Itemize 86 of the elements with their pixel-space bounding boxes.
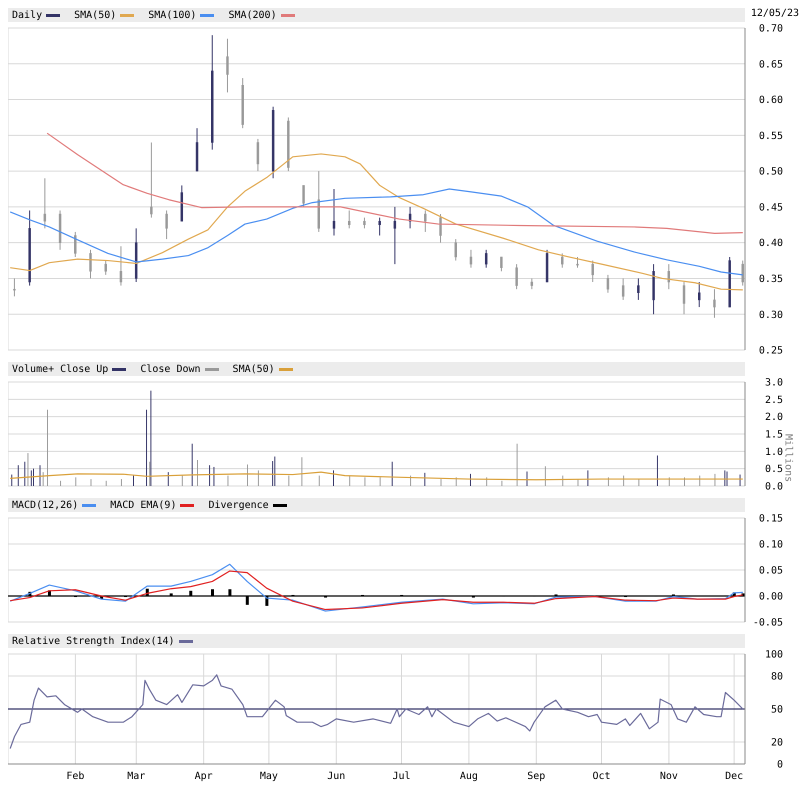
candlestick bbox=[515, 264, 518, 290]
candlestick bbox=[637, 278, 640, 300]
legend-label: SMA(50) bbox=[232, 364, 276, 374]
candlestick bbox=[668, 264, 670, 290]
y-tick-label: 50 bbox=[770, 704, 783, 716]
y-tick-label: 1.5 bbox=[764, 430, 783, 441]
candlestick bbox=[89, 249, 92, 279]
candlestick bbox=[256, 138, 260, 172]
candlestick bbox=[378, 217, 381, 236]
candlestick bbox=[408, 206, 412, 229]
y-tick-label: 0.0 bbox=[764, 482, 783, 493]
candlestick bbox=[363, 217, 366, 229]
legend-label: SMA(200) bbox=[228, 10, 278, 20]
candlestick bbox=[332, 188, 336, 236]
y-tick-label: 0.5 bbox=[764, 464, 783, 476]
y-tick-label: 0.05 bbox=[758, 566, 783, 577]
legend-label: Relative Strength Index(14) bbox=[12, 636, 176, 646]
candlestick bbox=[74, 231, 77, 258]
y-tick-label: 20 bbox=[770, 738, 783, 749]
y-tick-label: 2.0 bbox=[764, 412, 783, 424]
y-axis-title: Millions bbox=[782, 434, 794, 482]
candlestick bbox=[591, 260, 594, 283]
candlestick bbox=[470, 249, 472, 268]
candlestick bbox=[150, 142, 153, 218]
candlestick bbox=[13, 278, 16, 297]
candlestick bbox=[576, 256, 579, 268]
legend-label: MACD(12,26) bbox=[12, 500, 80, 510]
candlestick bbox=[698, 282, 700, 308]
candlestick bbox=[500, 256, 503, 272]
x-tick-label: Nov bbox=[660, 771, 678, 782]
x-tick-label: Oct bbox=[592, 771, 611, 782]
y-tick-label: 0 bbox=[776, 760, 783, 771]
y-tick-label: 80 bbox=[770, 672, 783, 683]
candlestick bbox=[424, 210, 427, 232]
y-tick-label: 2.5 bbox=[764, 394, 783, 406]
x-tick-label: Apr bbox=[194, 771, 213, 782]
legend-label: SMA(50) bbox=[74, 10, 118, 20]
y-tick-label: 3.0 bbox=[764, 378, 783, 389]
y-tick-label: 0.70 bbox=[758, 24, 783, 35]
y-tick-label: 0.00 bbox=[758, 592, 783, 603]
legend-label: Daily bbox=[12, 10, 44, 20]
candlestick bbox=[44, 178, 46, 229]
candlestick bbox=[561, 252, 564, 268]
candlestick bbox=[226, 38, 229, 93]
y-tick-label: -0.05 bbox=[752, 618, 783, 629]
x-tick-label: Dec bbox=[725, 771, 744, 782]
x-tick-label: Feb bbox=[66, 771, 84, 782]
y-tick-label: 0.35 bbox=[758, 274, 783, 285]
x-tick-label: Mar bbox=[127, 771, 146, 782]
candlestick bbox=[302, 184, 305, 208]
legend-label: MACD EMA(9) bbox=[110, 500, 178, 510]
legend-label: Volume+ Close Up bbox=[12, 364, 110, 374]
candlestick bbox=[454, 238, 457, 262]
candlestick bbox=[394, 206, 396, 265]
legend-label: SMA(100) bbox=[148, 10, 198, 20]
text: 12/05/23 bbox=[750, 8, 799, 19]
x-tick-label: Sep bbox=[527, 771, 546, 782]
y-tick-label: 100 bbox=[764, 650, 783, 661]
candlestick bbox=[348, 210, 350, 229]
candlestick bbox=[682, 282, 686, 315]
legend-label: Divergence bbox=[208, 500, 270, 510]
y-tick-label: 0.60 bbox=[758, 95, 783, 106]
x-tick-label: Jul bbox=[392, 771, 411, 782]
y-tick-label: 0.15 bbox=[758, 514, 783, 525]
candlestick bbox=[484, 249, 488, 268]
y-tick-label: 0.40 bbox=[758, 238, 783, 250]
x-tick-label: Aug bbox=[460, 771, 478, 782]
y-tick-label: 0.50 bbox=[758, 166, 783, 178]
candlestick bbox=[120, 246, 122, 286]
candlestick bbox=[606, 274, 610, 294]
y-tick-label: 0.30 bbox=[758, 310, 783, 321]
candlestick bbox=[104, 260, 107, 276]
candlestick bbox=[439, 214, 442, 244]
candlestick bbox=[165, 210, 168, 240]
y-tick-label: 0.65 bbox=[758, 59, 783, 70]
candlestick bbox=[530, 278, 534, 290]
candlestick bbox=[622, 278, 624, 300]
y-tick-label: 0.55 bbox=[758, 130, 783, 142]
y-tick-label: 0.10 bbox=[758, 540, 783, 551]
y-tick-label: 0.45 bbox=[758, 202, 783, 214]
y-tick-label: 1.0 bbox=[764, 446, 783, 458]
y-tick-label: 0.25 bbox=[758, 346, 783, 357]
x-tick-label: May bbox=[260, 771, 278, 782]
legend-label: Close Down bbox=[140, 364, 202, 374]
x-tick-label: Jun bbox=[327, 771, 346, 782]
candlestick bbox=[713, 288, 716, 318]
